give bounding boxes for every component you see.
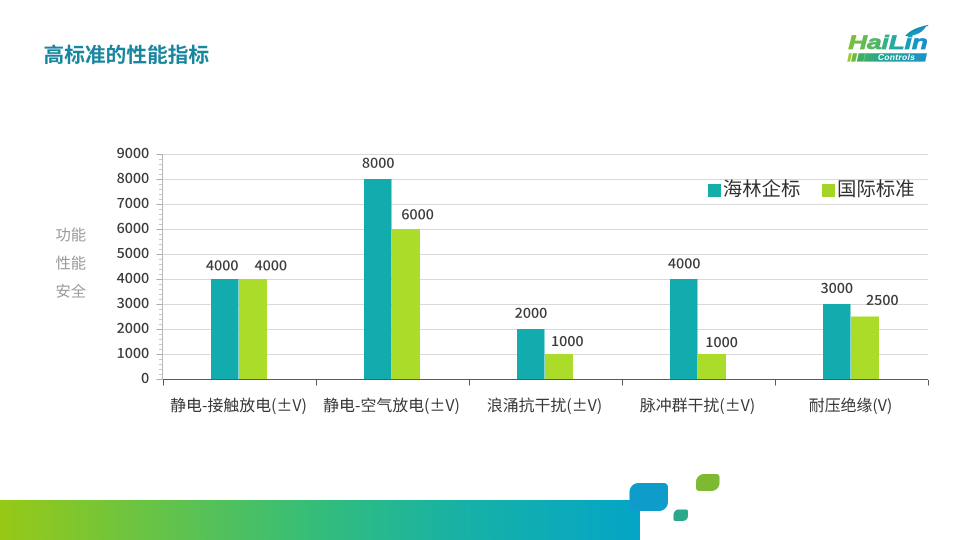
svg-text:HaiLin: HaiLin xyxy=(848,32,928,54)
svg-text:Controls: Controls xyxy=(878,52,915,62)
